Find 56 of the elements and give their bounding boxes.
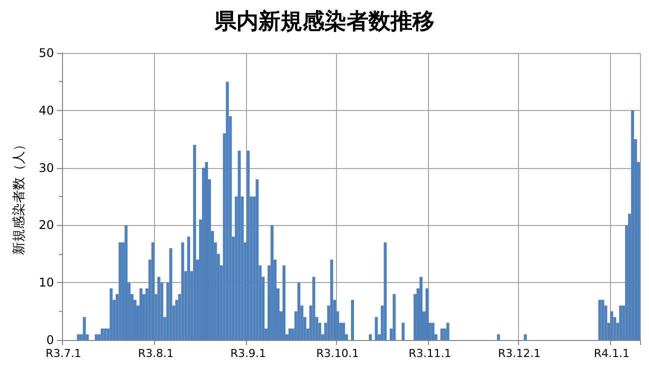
x-tick-label: R3.10.1 [316, 347, 359, 360]
bar [631, 110, 634, 340]
bar [384, 242, 387, 340]
bar [496, 334, 500, 340]
bar [446, 322, 450, 340]
y-tick-label: 0 [46, 333, 54, 347]
bar [440, 328, 444, 340]
y-tick-label: 10 [38, 276, 54, 290]
y-tick-label: 40 [38, 103, 54, 118]
bar [619, 306, 622, 340]
bar [282, 265, 286, 340]
bar [110, 288, 113, 340]
bar [226, 82, 229, 340]
bar [193, 144, 196, 340]
bar [431, 322, 434, 340]
bar [124, 225, 128, 340]
bar [524, 334, 527, 340]
y-tick-label: 50 [38, 46, 54, 60]
bar [151, 242, 154, 340]
y-tick-label: 20 [38, 218, 54, 232]
bar [238, 150, 241, 340]
bar [297, 282, 300, 340]
x-tick-label: R3.9.1 [230, 347, 266, 360]
bar [100, 328, 104, 340]
bar [270, 225, 274, 340]
bar [425, 288, 428, 340]
y-tick-label: 30 [38, 160, 54, 175]
bar [118, 242, 122, 340]
bar [392, 294, 396, 340]
bar [598, 300, 602, 340]
bar [368, 334, 372, 340]
bar [351, 300, 354, 340]
x-tick-label: R3.12.1 [498, 347, 541, 360]
bar [288, 328, 292, 340]
bar [181, 242, 184, 340]
bar [246, 150, 250, 340]
bar [420, 276, 423, 340]
bar [157, 276, 160, 340]
bar [139, 288, 142, 340]
bar [104, 328, 107, 340]
x-tick-label: R4.1.1 [594, 347, 630, 360]
bar [342, 322, 346, 340]
bar [374, 317, 378, 340]
bar [82, 317, 86, 340]
bar [402, 322, 405, 340]
bar [187, 236, 190, 340]
bar [610, 311, 614, 340]
bar [94, 334, 98, 340]
x-tick-label: R3.11.1 [408, 347, 452, 360]
x-tick-label: R3.8.1 [138, 347, 174, 360]
y-axis-title: 新規感染者数（人） [12, 138, 27, 255]
bar [330, 260, 334, 340]
bar [76, 334, 80, 340]
bar [256, 179, 259, 340]
chart-title: 県内新規感染者数推移 [214, 8, 434, 34]
x-tick-label: R3.7.1 [46, 347, 82, 360]
